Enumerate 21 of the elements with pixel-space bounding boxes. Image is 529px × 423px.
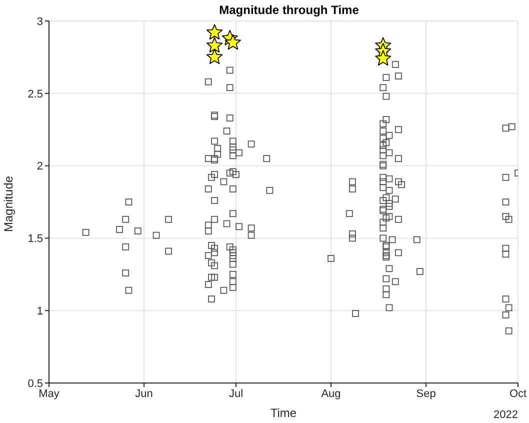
- y-tick-label: 1.5: [28, 233, 43, 246]
- y-tick-label: 2: [36, 160, 43, 173]
- x-axis-title: Time: [270, 406, 297, 420]
- point: [224, 34, 241, 50]
- x-tick-label: Oct: [509, 388, 527, 400]
- x-tick-label: Sep: [416, 388, 436, 400]
- point: [206, 24, 223, 40]
- y-tick-label: 2.5: [28, 88, 43, 100]
- point: [375, 50, 392, 66]
- x-tick-label: May: [38, 388, 60, 400]
- x-tick-label: Jul: [228, 388, 244, 400]
- x-tick-label: Jun: [135, 388, 153, 400]
- y-axis-title: Magnitude: [1, 176, 16, 232]
- y-tick-label: 3: [36, 16, 43, 28]
- x-tick-label: Aug: [321, 388, 341, 400]
- point: [206, 37, 223, 53]
- text: 2022: [494, 409, 518, 421]
- chart-title: Magnitude through Time: [219, 3, 360, 17]
- point: [206, 48, 223, 64]
- y-tick-label: 0.5: [28, 378, 43, 390]
- y-tick-label: 1: [36, 306, 43, 318]
